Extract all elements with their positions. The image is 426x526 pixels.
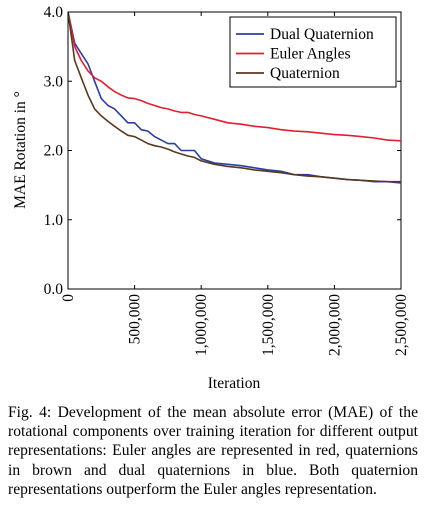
x-tick-label: 2,000,000: [326, 294, 343, 356]
x-tick-label: 0: [60, 294, 77, 302]
figure-caption: Fig. 4: Development of the mean absolute…: [8, 404, 418, 498]
series-layer: [68, 12, 401, 184]
x-tick-label: 1,500,000: [260, 294, 277, 356]
y-tick-label: 0.0: [44, 281, 64, 298]
x-tick-label: 1,000,000: [193, 294, 210, 356]
x-axis-label: Iteration: [208, 375, 261, 392]
series-line-quaternion: [68, 12, 401, 183]
legend: Dual Quaternion Euler Angles Quaternion: [229, 16, 397, 88]
y-tick-label: 3.0: [44, 73, 64, 90]
axes-layer: 0.0 1.0 2.0 3.0 4.0 0 500,000 1,000,000 1,500,00…: [44, 4, 410, 356]
line-chart: 0.0 1.0 2.0 3.0 4.0 0 500,000 1,000,000 1,500,00…: [12, 4, 410, 392]
x-tick-label: 2,500,000: [393, 294, 410, 356]
x-tick-label: 500,000: [127, 294, 144, 345]
legend-label: Dual Quaternion: [270, 26, 374, 43]
legend-label: Euler Angles: [270, 46, 351, 63]
y-tick-label: 4.0: [44, 4, 64, 21]
series-line-euler-angles: [68, 12, 401, 142]
y-tick-label: 1.0: [44, 212, 64, 229]
legend-label: Quaternion: [270, 65, 340, 82]
y-tick-label: 2.0: [44, 143, 64, 160]
legend-box: [229, 16, 397, 88]
y-axis-label: MAE Rotation in °: [12, 91, 29, 209]
